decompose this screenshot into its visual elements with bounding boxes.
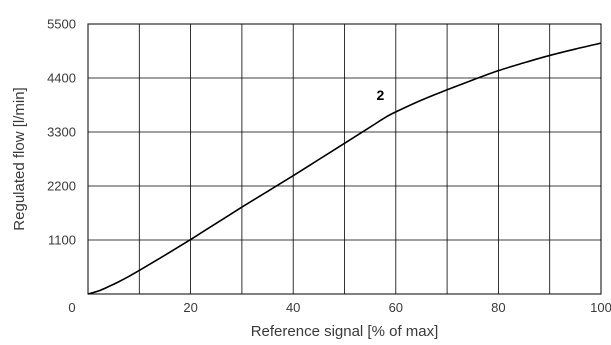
x-tick-label: 80 bbox=[491, 300, 505, 315]
x-tick-label: 0 bbox=[68, 300, 75, 315]
x-tick-label: 100 bbox=[590, 300, 611, 315]
y-tick-label: 1100 bbox=[48, 233, 76, 248]
series-layer: 2 bbox=[87, 42, 602, 295]
y-tick-label: 3300 bbox=[47, 125, 76, 140]
x-tick-label: 60 bbox=[389, 300, 403, 315]
x-tick-label: 40 bbox=[286, 300, 300, 315]
y-tick-label: 4400 bbox=[47, 71, 76, 86]
x-tick-label: 20 bbox=[183, 300, 197, 315]
x-axis-label: Reference signal [% of max] bbox=[251, 323, 439, 340]
series-label: 2 bbox=[377, 87, 385, 103]
x-tick-labels: 0 20 40 60 80 100 bbox=[68, 300, 611, 315]
y-tick-labels: 1100 2200 3300 4400 5500 bbox=[47, 17, 76, 248]
plot-frame bbox=[87, 23, 602, 295]
y-axis-label: Regulated flow [l/min] bbox=[11, 87, 28, 230]
series-line bbox=[87, 42, 602, 295]
y-tick-label: 2200 bbox=[47, 179, 76, 194]
y-tick-label: 5500 bbox=[47, 17, 76, 32]
